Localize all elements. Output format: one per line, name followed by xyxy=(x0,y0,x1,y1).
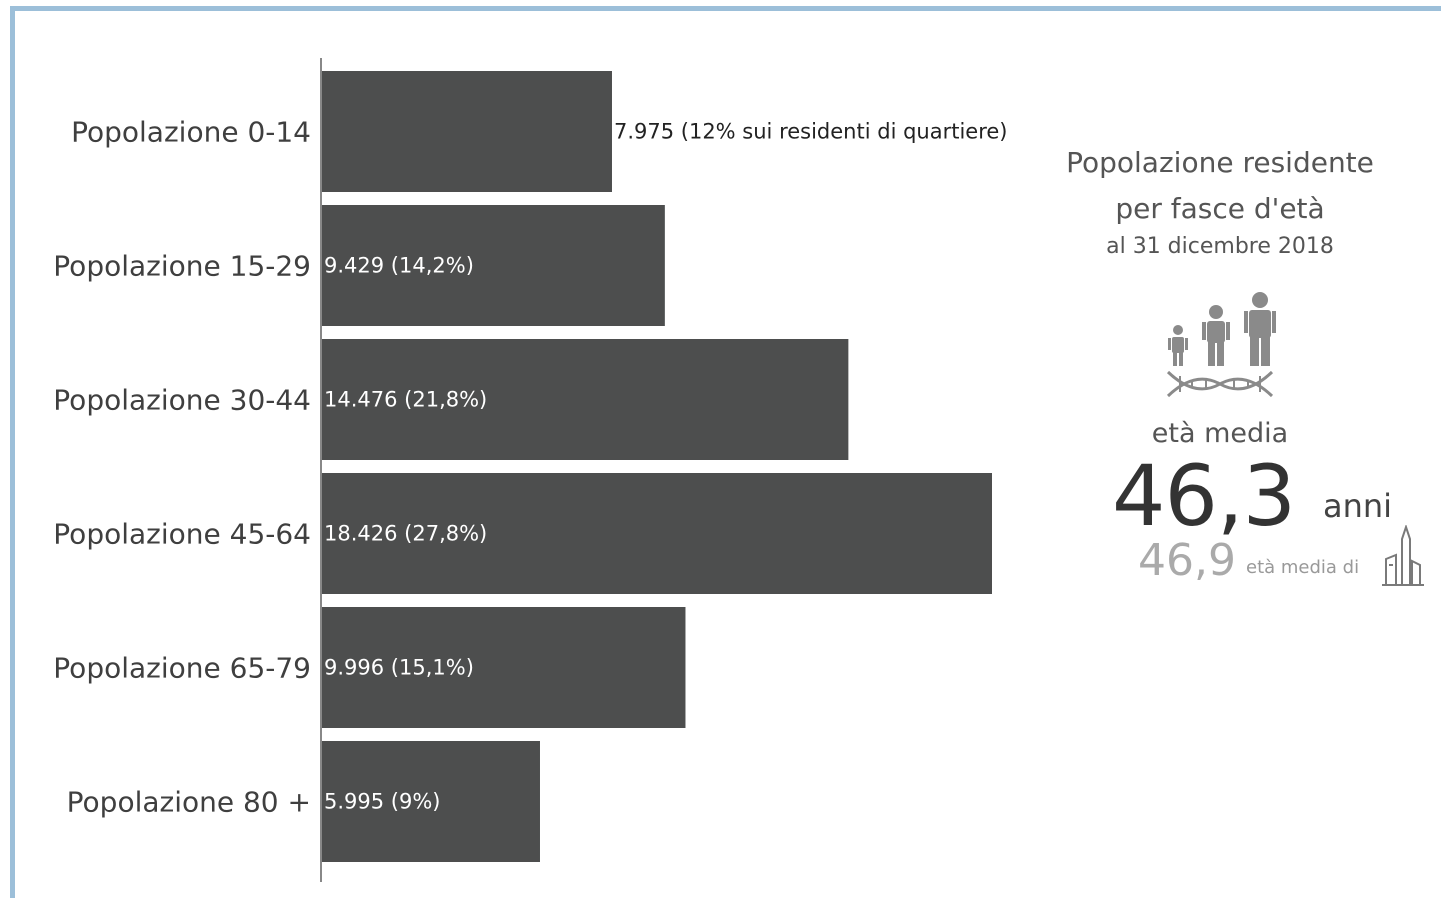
data-label-4: 9.996 (15,1%) xyxy=(324,656,474,680)
data-label-5: 5.995 (9%) xyxy=(324,790,441,814)
average-age-value: 46,3 xyxy=(1112,447,1296,545)
category-label-3: Popolazione 45-64 xyxy=(53,518,311,551)
average-age-unit: anni xyxy=(1323,487,1393,525)
data-label-2: 14.476 (21,8%) xyxy=(324,388,487,412)
age-bar-chart: Popolazione 0-14 7.975 (12% sui residenti… xyxy=(53,58,1008,882)
data-label-3: 18.426 (27,8%) xyxy=(324,522,487,546)
frame-border-top xyxy=(10,6,1441,11)
info-panel: Popolazione residente per fasce d'età al… xyxy=(1020,140,1424,593)
category-label-5: Popolazione 80 + xyxy=(67,786,311,819)
city-average-row: 46,9 età media di xyxy=(1020,525,1424,593)
city-average-label: età media di xyxy=(1246,557,1360,578)
bar-4 xyxy=(322,607,686,728)
city-average-value: 46,9 xyxy=(1138,535,1236,586)
data-label-1: 9.429 (14,2%) xyxy=(324,254,474,278)
info-title-line1: Popolazione residente xyxy=(1066,146,1374,179)
average-age-row: 46,3 anni xyxy=(1020,447,1420,545)
bars-group: Popolazione 0-14 7.975 (12% sui residenti… xyxy=(53,71,1008,862)
category-label-2: Popolazione 30-44 xyxy=(53,384,311,417)
frame-border-left xyxy=(10,6,15,898)
category-label-4: Popolazione 65-79 xyxy=(53,652,311,685)
data-label-0: 7.975 (12% sui residenti di quartiere) xyxy=(614,120,1008,144)
category-label-1: Popolazione 15-29 xyxy=(53,250,311,283)
average-age-label: età media xyxy=(1151,418,1289,449)
bar-3 xyxy=(322,473,992,594)
city-towers-icon xyxy=(1382,525,1424,586)
bar-2 xyxy=(322,339,849,460)
info-date: al 31 dicembre 2018 xyxy=(1106,234,1334,259)
family-dna-icon xyxy=(1166,292,1276,398)
category-label-0: Popolazione 0-14 xyxy=(71,116,311,149)
bar-5 xyxy=(322,741,540,862)
bar-0 xyxy=(322,71,612,192)
bar-1 xyxy=(322,205,665,326)
info-title-line2: per fasce d'età xyxy=(1115,192,1325,225)
